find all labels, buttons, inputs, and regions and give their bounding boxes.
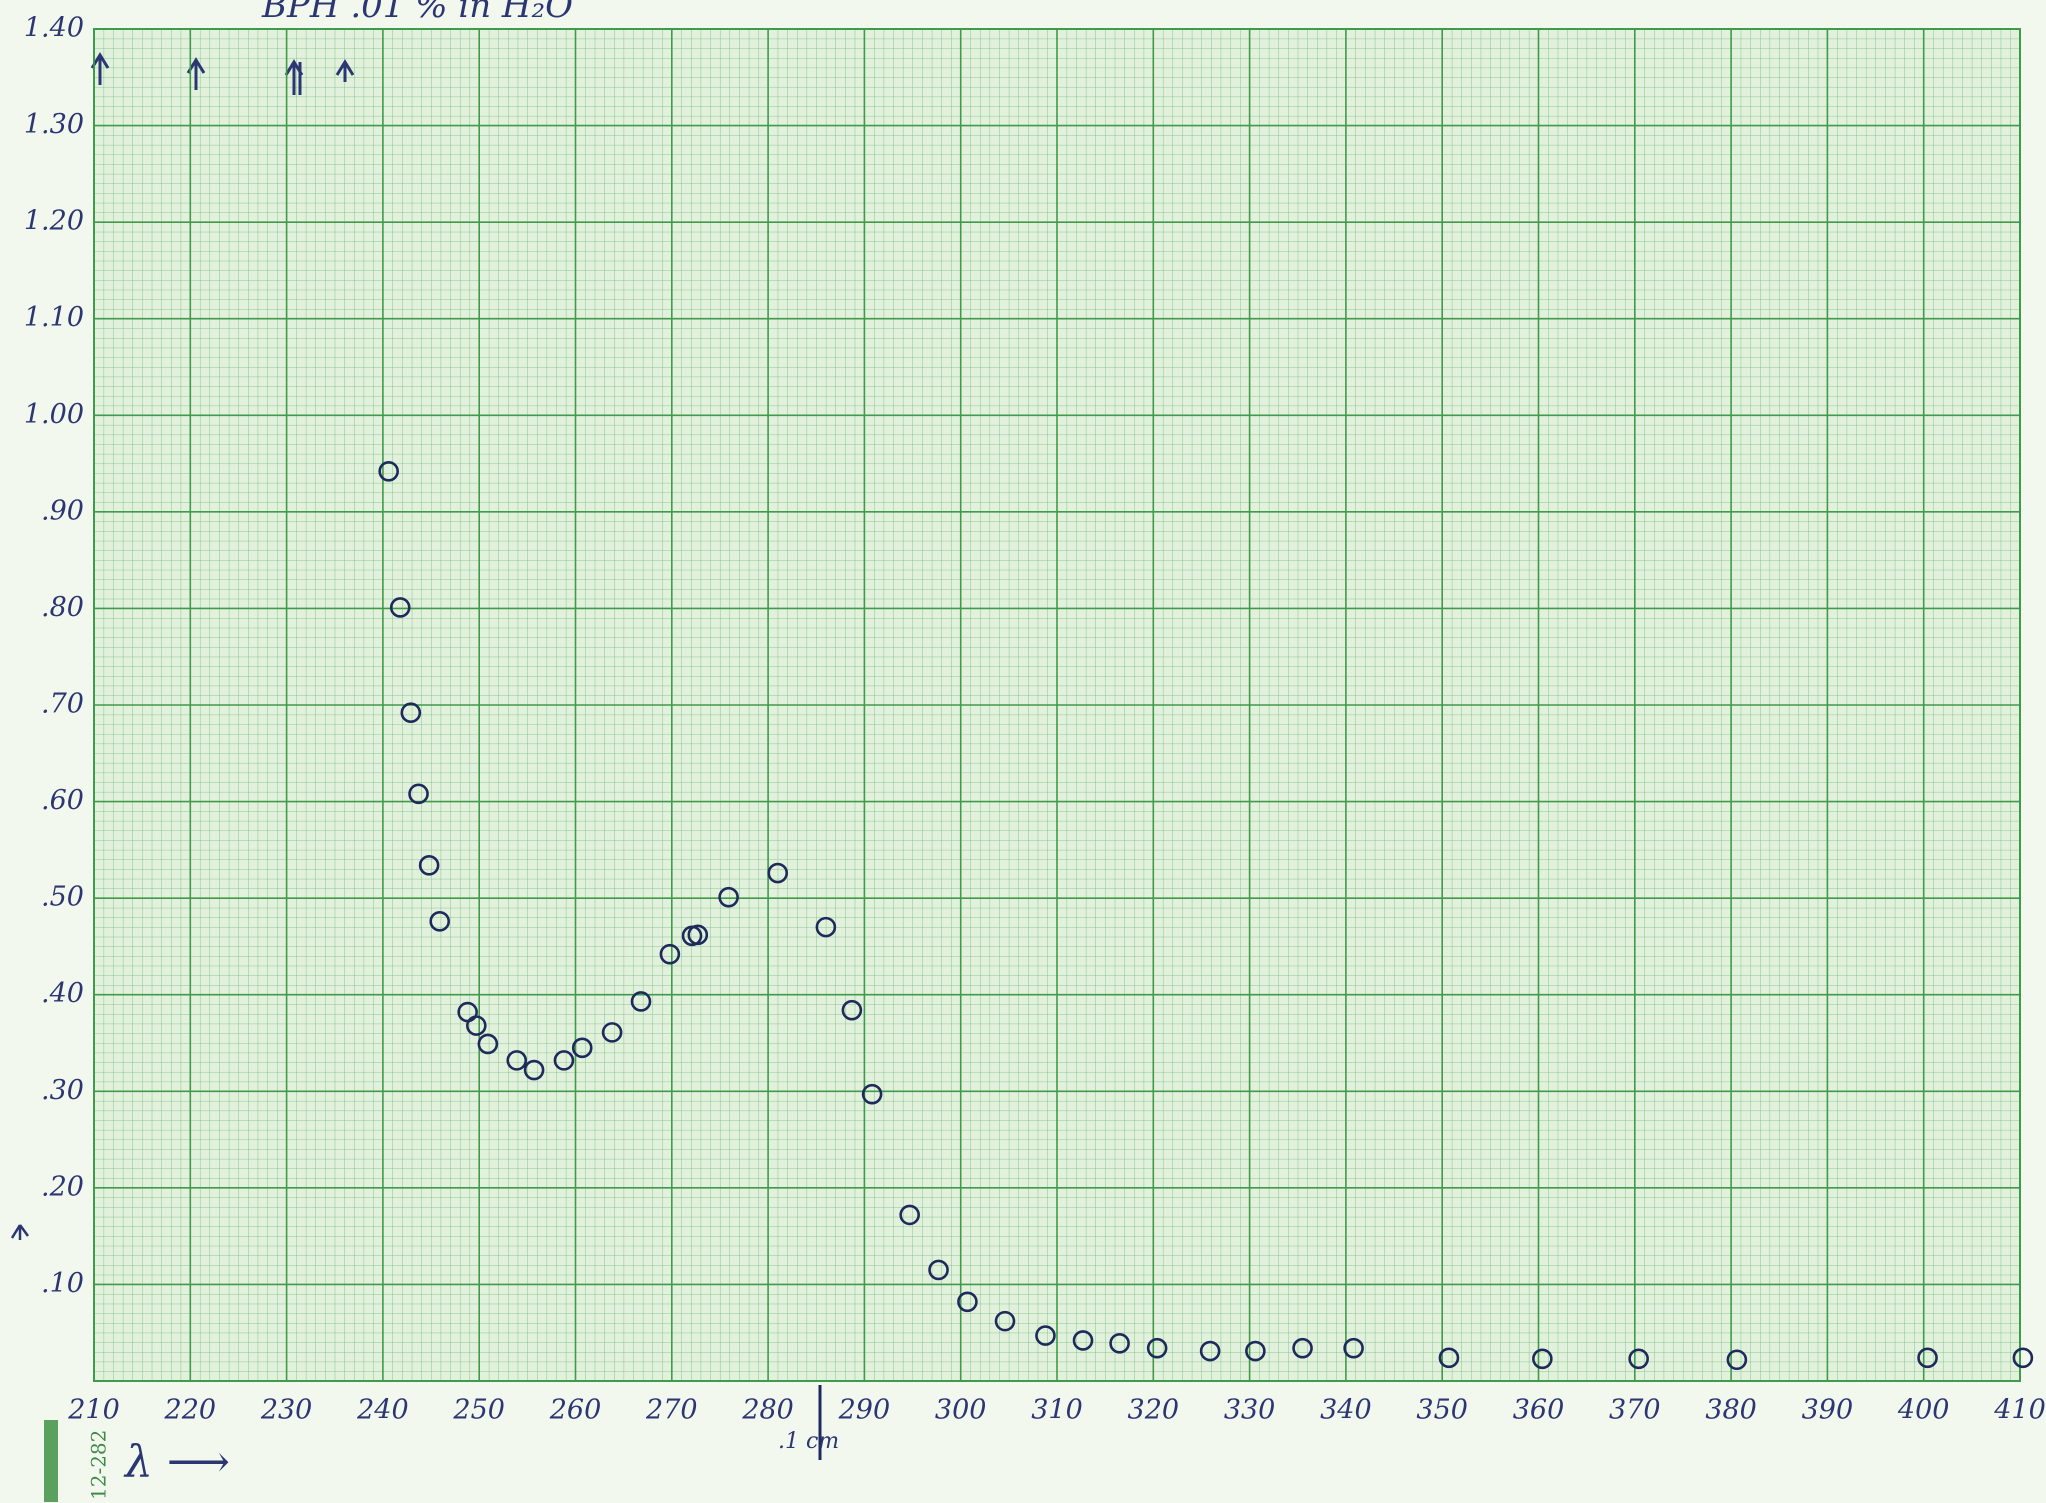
y-tick-label: .30 (41, 1075, 84, 1106)
y-tick-label: .10 (41, 1268, 84, 1299)
x-tick-label: 230 (260, 1395, 313, 1426)
x-tick-label: 390 (1802, 1395, 1854, 1426)
paper-stamp (44, 1420, 58, 1502)
y-tick-label: 1.20 (24, 206, 84, 237)
x-tick-label: 400 (1897, 1395, 1950, 1426)
paper-code: 12-282 (87, 1430, 111, 1500)
y-tick-label: .40 (41, 978, 84, 1009)
chart: BPH .01 % in H₂O λ ⟶ .1 cm 12-282 210 220… (0, 0, 2046, 1503)
y-tick-label: .60 (41, 785, 84, 816)
y-tick-label: 1.10 (24, 302, 84, 333)
y-tick-label: .90 (41, 495, 84, 526)
y-tick-label: 1.30 (24, 109, 84, 140)
y-tick-label: .20 (41, 1171, 84, 1202)
x-tick-label: 330 (1224, 1395, 1276, 1426)
x-tick-label: 240 (356, 1395, 409, 1426)
y-tick-label: 1.40 (24, 13, 84, 44)
x-tick-label: 270 (645, 1395, 698, 1426)
x-tick-label: 260 (549, 1395, 602, 1426)
x-tick-label: 280 (741, 1395, 794, 1426)
x-tick-label: 300 (935, 1395, 987, 1426)
x-tick-label: 360 (1513, 1395, 1565, 1426)
x-tick-label: 250 (452, 1395, 505, 1426)
chart-title: BPH .01 % in H₂O (261, 0, 573, 26)
y-tick-label: .80 (41, 592, 84, 623)
y-tick-label: .50 (41, 882, 84, 913)
x-tick-label: 290 (838, 1395, 891, 1426)
x-tick-label: 370 (1609, 1395, 1661, 1426)
x-tick-label: 310 (1031, 1395, 1083, 1426)
x-tick-label: 410 (1993, 1395, 2046, 1426)
y-tick-label: 1.00 (24, 399, 84, 430)
y-tick-label: .70 (41, 689, 84, 720)
annotation: .1 cm (778, 1429, 839, 1454)
x-tick-label: 350 (1416, 1395, 1468, 1426)
x-tick-label: 320 (1128, 1395, 1180, 1426)
x-axis-label: λ ⟶ (123, 1437, 230, 1488)
x-tick-label: 380 (1705, 1395, 1757, 1426)
y-arrow (12, 1225, 28, 1240)
x-tick-label: 210 (67, 1395, 120, 1426)
x-tick-label: 220 (164, 1395, 217, 1426)
x-tick-label: 340 (1320, 1395, 1372, 1426)
